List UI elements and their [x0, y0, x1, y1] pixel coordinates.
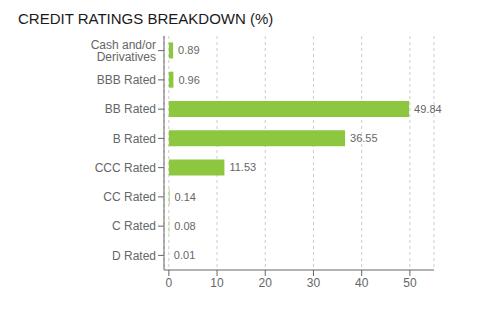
svg-text:0: 0	[165, 276, 172, 290]
html-text:CREDIT RATINGS BREAKDOWN (%): CREDIT RATINGS BREAKDOWN (%)	[18, 10, 274, 27]
svg-text:CCC Rated: CCC Rated	[95, 161, 156, 175]
svg-text:0.96: 0.96	[178, 74, 199, 86]
svg-text:50: 50	[403, 276, 417, 290]
svg-text:Cash and/orDerivatives: Cash and/orDerivatives	[91, 38, 156, 64]
svg-text:CC Rated: CC Rated	[103, 190, 156, 204]
svg-text:20: 20	[259, 276, 273, 290]
svg-text:B Rated: B Rated	[113, 132, 156, 146]
svg-text:30: 30	[307, 276, 321, 290]
svg-text:0.14: 0.14	[174, 191, 195, 203]
svg-text:40: 40	[355, 276, 369, 290]
svg-text:49.84: 49.84	[414, 103, 442, 115]
svg-text:D Rated: D Rated	[112, 249, 156, 263]
svg-text:10: 10	[210, 276, 224, 290]
svg-text:11.53: 11.53	[229, 161, 256, 173]
svg-text:36.55: 36.55	[350, 132, 378, 144]
svg-text:0.01: 0.01	[174, 249, 195, 261]
svg-text:BBB Rated: BBB Rated	[97, 73, 156, 87]
svg-text:0.89: 0.89	[178, 44, 199, 56]
svg-text:C Rated: C Rated	[112, 219, 156, 233]
svg-text:BB Rated: BB Rated	[105, 102, 156, 116]
svg-text:0.08: 0.08	[174, 220, 195, 232]
